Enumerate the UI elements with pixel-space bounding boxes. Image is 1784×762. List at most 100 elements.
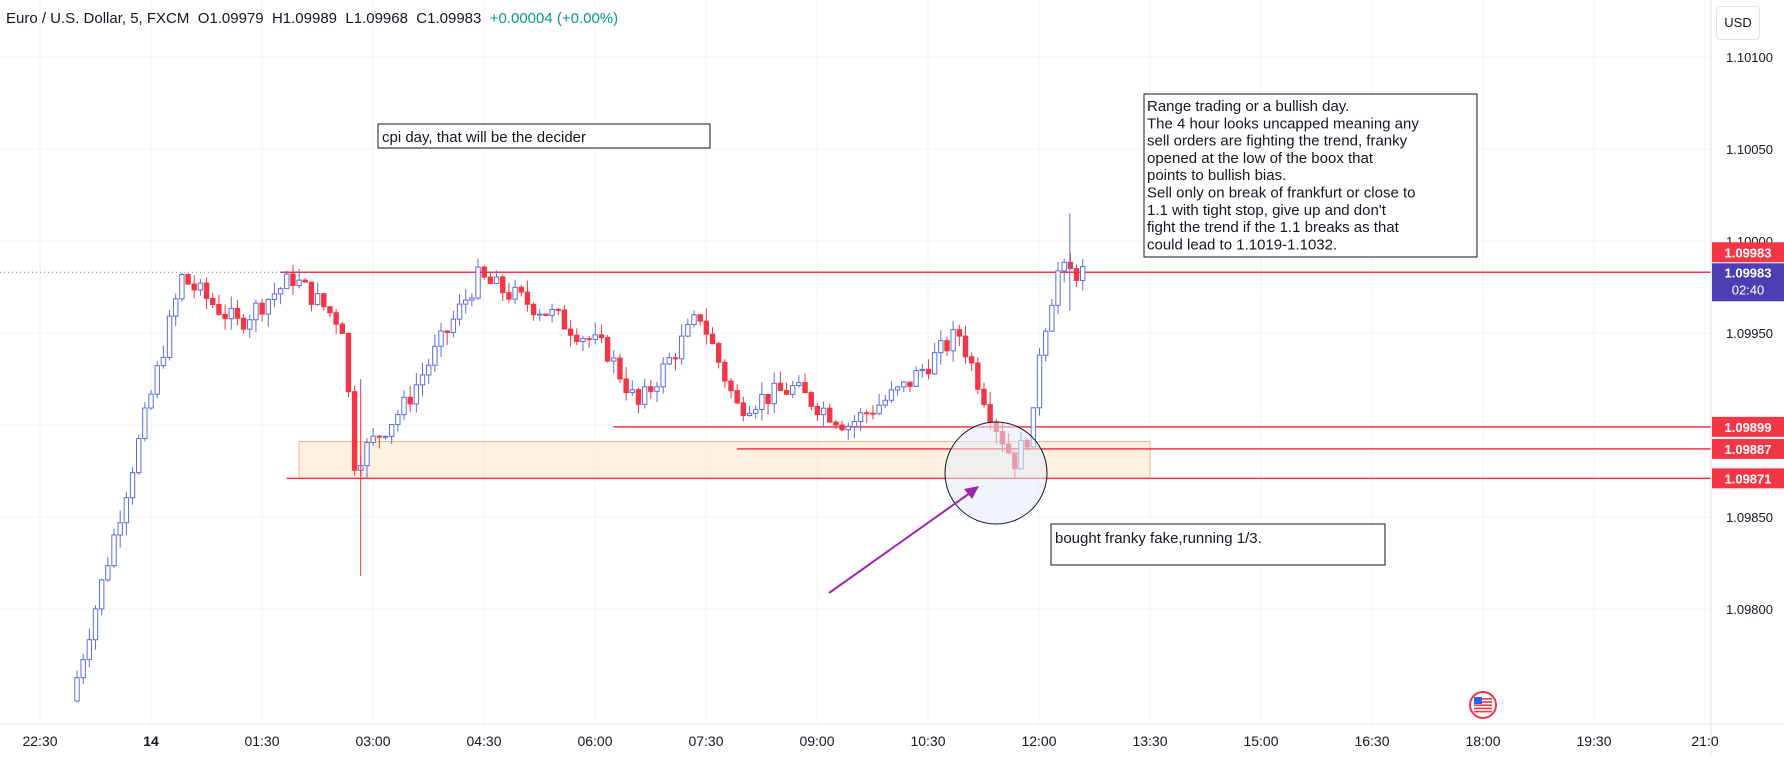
currency-button[interactable]: USD (1716, 6, 1760, 40)
x-tick-label: 06:00 (577, 733, 612, 749)
candle-body (975, 362, 981, 390)
flag-stripe (1474, 707, 1492, 710)
candle-body (185, 273, 191, 285)
candle-body (697, 314, 703, 322)
candle-body (166, 315, 173, 358)
candle-body (191, 283, 197, 291)
candle-body (92, 608, 99, 641)
candle-body (678, 335, 685, 360)
candle-body (327, 306, 333, 314)
x-tick-label: 01:30 (244, 733, 279, 749)
candle-body (401, 396, 407, 416)
price-tag-current (1712, 263, 1784, 302)
candle-body (746, 412, 753, 416)
note-text-range-line: The 4 hour looks uncapped meaning any (1147, 115, 1419, 132)
candle-body (413, 384, 420, 405)
candle-body (888, 389, 895, 401)
candle-body (783, 390, 790, 395)
candle-body (580, 338, 586, 343)
candle-body (648, 386, 654, 392)
x-tick-label: 09:00 (799, 733, 834, 749)
candle-body (604, 337, 611, 362)
candle-body (154, 365, 160, 395)
open-value: O1.09979 (197, 10, 264, 27)
candle-body (419, 374, 426, 386)
candle-body (944, 340, 950, 352)
candle-body (463, 299, 469, 305)
note-box-bought[interactable] (1050, 523, 1386, 566)
candle-body (777, 382, 784, 392)
note-text-range-line: 1.1 with tight stop, give up and don't (1147, 202, 1387, 219)
candle-body (148, 393, 154, 409)
candle-body (919, 368, 925, 372)
candle-body (543, 313, 549, 316)
candle-body (894, 386, 901, 391)
candle-body (845, 426, 851, 431)
candle-body (925, 368, 932, 375)
candle-body (753, 408, 759, 414)
candle-body (740, 402, 747, 416)
candle-body (709, 333, 716, 345)
note-box-range[interactable] (1143, 93, 1478, 258)
flag-canton (1474, 697, 1482, 704)
note-text-bought: bought franky fake,running 1/3. (1055, 530, 1262, 547)
candle-body (981, 388, 987, 406)
highlight-circle[interactable] (944, 421, 1048, 525)
candle-body (629, 389, 635, 394)
note-text-range-line: could lead to 1.1019-1.1032. (1147, 236, 1337, 253)
symbol-header: Euro / U.S. Dollar, 5, FXCM O1.09979 H1.… (6, 10, 618, 27)
candle-body (790, 385, 796, 395)
candle-body (814, 405, 821, 416)
candle-body (827, 407, 833, 423)
candle-body (142, 407, 148, 439)
candle-body (216, 304, 222, 315)
candle-body (623, 378, 629, 394)
x-tick-label: 13:30 (1132, 733, 1167, 749)
candle-body (290, 273, 296, 287)
price-tag-level-3-text: 1.09871 (1725, 471, 1772, 486)
symbol-name[interactable]: Euro / U.S. Dollar, 5, FXCM (6, 10, 190, 27)
candle-body (703, 320, 710, 335)
candle-body (1042, 330, 1049, 356)
note-box-cpi[interactable] (377, 123, 711, 149)
x-tick-label: 07:30 (688, 733, 723, 749)
candle-body (456, 303, 463, 320)
candle-body (296, 279, 302, 287)
candle-body (574, 334, 580, 343)
candle-body (968, 356, 975, 364)
note-text-range-line: opened at the low of the boox that (1147, 150, 1374, 167)
candle-body (685, 323, 691, 337)
candle-body (247, 319, 253, 330)
flag-stripe (1474, 710, 1492, 713)
note-text-cpi: cpi day, that will be the decider (382, 129, 586, 146)
candle-body (672, 357, 679, 360)
candle-body (592, 334, 598, 340)
candle-body (407, 396, 413, 405)
candle-body (759, 394, 765, 410)
candle-body (598, 334, 605, 339)
x-tick-label: 19:30 (1576, 733, 1611, 749)
candle-body (666, 357, 673, 365)
y-tick-label: 1.10050 (1726, 142, 1773, 157)
flag-stripe (1474, 704, 1492, 706)
candle-body (259, 302, 265, 315)
change-value: +0.00004 (+0.00%) (489, 10, 619, 27)
trend-arrow-line[interactable] (828, 492, 971, 594)
x-tick-label: 04:30 (466, 733, 501, 749)
candle-body (450, 318, 457, 333)
candle-body (265, 298, 271, 315)
low-value: L1.09968 (345, 10, 408, 27)
x-tick-label: 15:00 (1243, 733, 1278, 749)
grid (0, 0, 1711, 724)
price-tag-last-text: 1.09983 (1725, 245, 1772, 260)
price-tag-current-text: 1.09983 (1725, 265, 1772, 280)
candle-body (117, 522, 123, 536)
candle-body (234, 307, 241, 319)
candle-body (240, 317, 247, 330)
candle-body (987, 404, 993, 423)
candle-body (839, 424, 845, 431)
price-tag-level-1 (1712, 416, 1784, 437)
candle-body (370, 435, 376, 444)
